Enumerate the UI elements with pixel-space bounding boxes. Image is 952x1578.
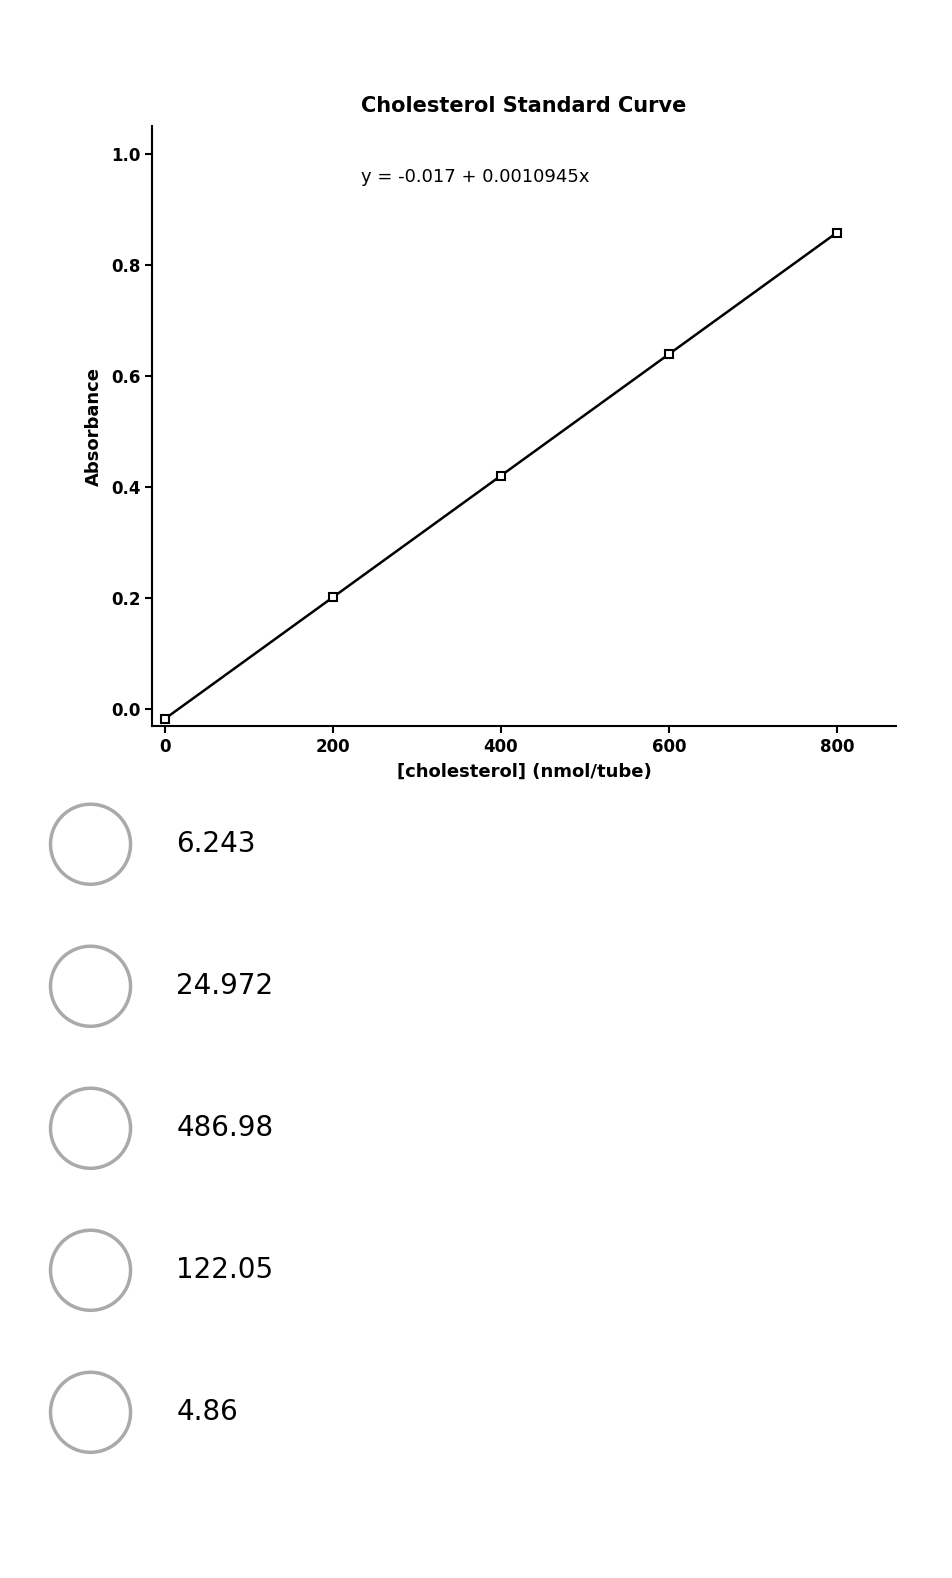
Title: Cholesterol Standard Curve: Cholesterol Standard Curve <box>361 96 686 117</box>
Text: 486.98: 486.98 <box>176 1114 273 1142</box>
Text: 24.972: 24.972 <box>176 972 273 1000</box>
Text: y = -0.017 + 0.0010945x: y = -0.017 + 0.0010945x <box>360 169 588 186</box>
Y-axis label: Absorbance: Absorbance <box>85 366 103 486</box>
Text: 4.86: 4.86 <box>176 1398 238 1427</box>
Text: 122.05: 122.05 <box>176 1256 273 1284</box>
Text: 6.243: 6.243 <box>176 830 255 858</box>
X-axis label: [cholesterol] (nmol/tube): [cholesterol] (nmol/tube) <box>396 762 651 781</box>
